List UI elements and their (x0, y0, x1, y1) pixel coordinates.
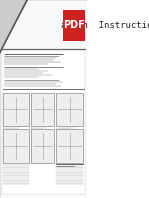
Polygon shape (0, 0, 26, 50)
Bar (2, 49, 85, 194)
Bar (56, 129, 83, 163)
Bar (3, 93, 29, 126)
Text: ation  Instruction: ation Instruction (61, 21, 149, 30)
Bar (31, 93, 54, 126)
Text: PDF: PDF (63, 20, 85, 30)
Polygon shape (0, 0, 26, 50)
Bar (31, 129, 54, 163)
Bar (63, 10, 85, 41)
Bar (56, 93, 83, 126)
Polygon shape (0, 0, 28, 53)
Bar (3, 129, 29, 163)
